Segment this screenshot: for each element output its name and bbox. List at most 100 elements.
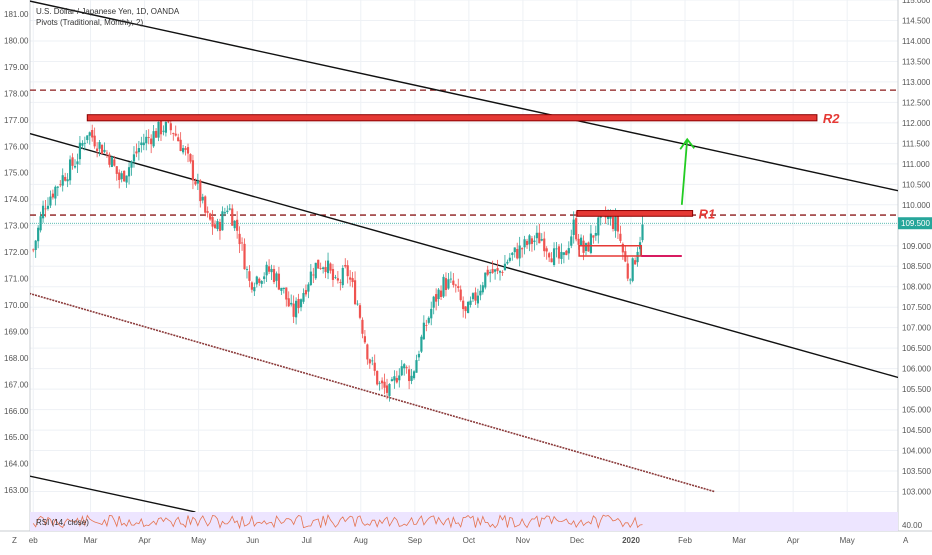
left-axis-tick: 165.00: [4, 433, 29, 442]
left-axis-tick: 179.00: [4, 63, 29, 72]
right-axis-tick: 106.000: [902, 365, 931, 374]
right-axis-tick: 108.500: [902, 262, 931, 271]
candle-body: [272, 268, 276, 283]
right-axis-tick: 103.500: [902, 467, 931, 476]
candle-body: [71, 157, 74, 166]
left-axis-tick: 176.00: [4, 142, 29, 151]
candle-body: [378, 382, 381, 384]
candle-body: [228, 208, 231, 210]
candle-body: [548, 253, 551, 258]
candle-body: [543, 238, 546, 252]
range-box: [578, 245, 643, 257]
candle-body: [523, 239, 526, 248]
zoom-button[interactable]: Z: [12, 536, 17, 545]
candle-body: [39, 216, 42, 231]
x-axis-tick: Dec: [570, 536, 584, 545]
candle-body: [174, 133, 177, 136]
candle-body: [49, 196, 52, 206]
rsi-label: RSI (14, close): [36, 518, 89, 527]
candle-body: [81, 143, 84, 146]
left-axis-tick: 174.00: [4, 195, 29, 204]
candle-body: [213, 224, 217, 229]
candle-body: [368, 359, 371, 364]
candle-body: [91, 129, 94, 138]
candle-body: [476, 295, 480, 304]
x-axis-tick: Jul: [302, 536, 312, 545]
symbol-title: U.S. Dollar / Japanese Yen, 1D, OANDA: [36, 7, 180, 16]
candle-body: [579, 237, 583, 246]
candle-body: [641, 224, 644, 241]
candle-body: [46, 205, 50, 209]
candle-body: [108, 154, 111, 165]
candle-body: [361, 319, 364, 334]
candle-body: [471, 293, 475, 300]
candle-body: [584, 243, 588, 251]
right-axis-tick: 106.500: [902, 344, 931, 353]
right-axis-tick: 105.000: [902, 406, 931, 415]
candle-body: [44, 208, 47, 210]
left-axis-tick: 163.00: [4, 486, 29, 495]
candle-body: [78, 142, 82, 160]
candle-body: [427, 317, 430, 323]
candle-body: [572, 219, 575, 235]
rsi-line: [32, 513, 643, 530]
candle-body: [243, 243, 246, 270]
candle-body: [159, 120, 163, 135]
candle-body: [567, 248, 570, 254]
zone-label-R2: R2: [823, 111, 840, 126]
candle-body: [248, 271, 251, 281]
candle-body: [37, 227, 40, 242]
candle-body: [255, 276, 258, 285]
candle-body: [518, 245, 521, 259]
chart-legend: U.S. Dollar / Japanese Yen, 1D, OANDA Pi…: [36, 6, 179, 28]
auto-scale-button[interactable]: A: [903, 536, 909, 545]
candle-body: [417, 353, 421, 358]
candle-body: [54, 186, 57, 199]
candles: [32, 118, 644, 402]
candle-body: [479, 290, 482, 296]
indicator-title: Pivots (Traditional, Monthly, 2): [36, 18, 144, 27]
candle-body: [530, 238, 534, 244]
candle-body: [358, 305, 362, 318]
trendline-bottom_left_line: [30, 475, 196, 512]
candle-body: [432, 296, 435, 308]
right-axis-tick: 114.000: [902, 37, 931, 46]
candle-body: [560, 251, 563, 259]
right-axis-tick: 103.000: [902, 488, 931, 497]
candle-body: [265, 264, 268, 276]
candle-body: [513, 247, 516, 253]
candle-body: [631, 258, 634, 281]
candle-body: [250, 282, 253, 290]
candle-body: [260, 281, 263, 284]
left-axis-tick: 170.00: [4, 301, 29, 310]
candle-body: [538, 232, 541, 244]
candle-body: [312, 274, 315, 276]
candle-body: [366, 344, 369, 360]
candle-body: [267, 266, 271, 272]
candle-body: [552, 248, 556, 265]
candle-body: [464, 306, 467, 312]
candle-body: [344, 265, 347, 267]
candle-body: [275, 273, 278, 281]
candle-body: [59, 184, 62, 186]
candle-body: [64, 176, 67, 181]
last-price-tag: [898, 217, 932, 230]
candle-body: [206, 211, 209, 213]
candle-body: [462, 300, 465, 310]
candle-body: [196, 180, 199, 184]
candle-body: [425, 325, 428, 326]
candle-body: [73, 165, 77, 168]
candle-body: [83, 142, 86, 144]
candle-body: [636, 251, 639, 263]
candle-body: [489, 271, 492, 274]
right-axis-tick: 111.000: [902, 160, 930, 169]
candle-body: [565, 250, 568, 256]
candle-body: [216, 221, 219, 230]
candle-body: [430, 308, 433, 319]
candle-body: [494, 269, 497, 272]
candle-body: [209, 213, 212, 220]
left-axis-tick: 181.00: [4, 10, 29, 19]
candle-body: [317, 259, 320, 269]
